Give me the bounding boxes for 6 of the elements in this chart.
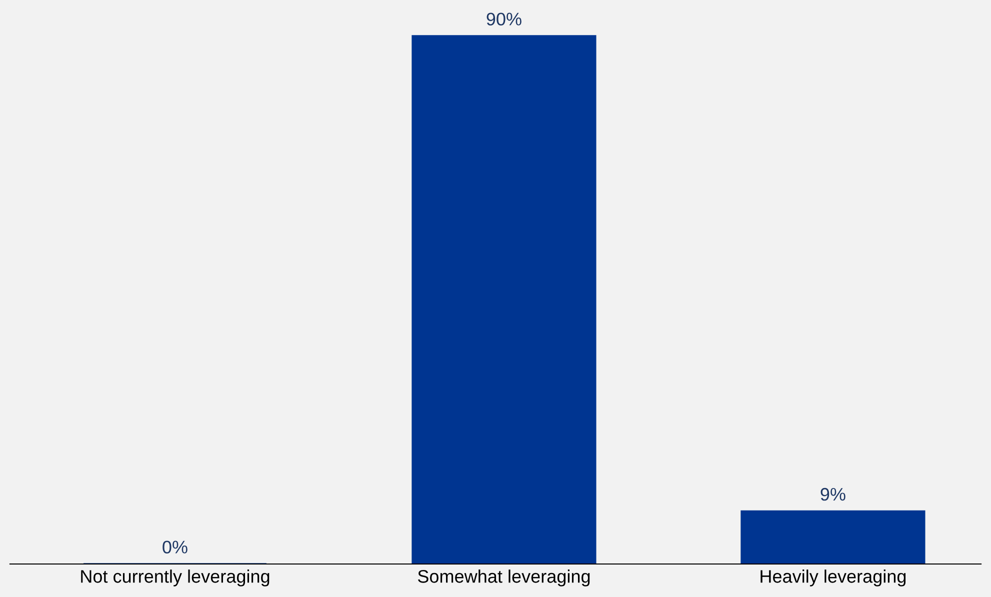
x-tick-label: Heavily leveraging <box>760 570 906 586</box>
data-label: 90% <box>486 12 522 26</box>
data-label: 9% <box>820 488 846 501</box>
x-tick-label: Not currently leveraging <box>81 570 270 586</box>
data-label: 0% <box>162 540 188 554</box>
x-tick-label: Somewhat leveraging <box>418 570 590 586</box>
